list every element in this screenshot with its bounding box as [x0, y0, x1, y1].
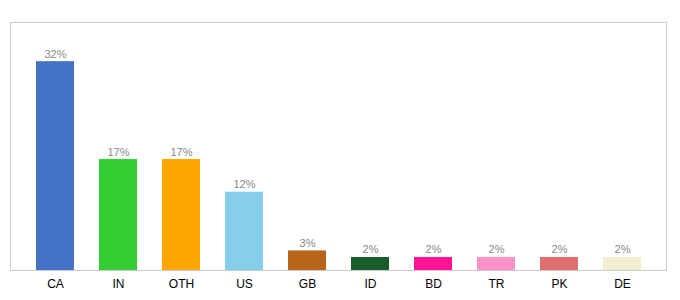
- svg-text:2%: 2%: [615, 243, 631, 255]
- svg-text:12%: 12%: [233, 178, 255, 190]
- svg-text:TR: TR: [489, 277, 505, 291]
- svg-text:GB: GB: [299, 277, 316, 291]
- svg-text:17%: 17%: [170, 146, 192, 158]
- svg-text:2%: 2%: [363, 243, 379, 255]
- svg-text:32%: 32%: [44, 48, 66, 60]
- svg-text:CA: CA: [47, 277, 64, 291]
- svg-text:US: US: [236, 277, 253, 291]
- svg-text:DE: DE: [614, 277, 631, 291]
- svg-text:3%: 3%: [300, 237, 316, 249]
- svg-text:ID: ID: [365, 277, 377, 291]
- svg-text:2%: 2%: [489, 243, 505, 255]
- svg-text:2%: 2%: [552, 243, 568, 255]
- svg-text:OTH: OTH: [169, 277, 194, 291]
- svg-text:2%: 2%: [426, 243, 442, 255]
- svg-text:BD: BD: [425, 277, 442, 291]
- svg-text:PK: PK: [551, 277, 567, 291]
- svg-text:17%: 17%: [107, 146, 129, 158]
- svg-text:IN: IN: [113, 277, 125, 291]
